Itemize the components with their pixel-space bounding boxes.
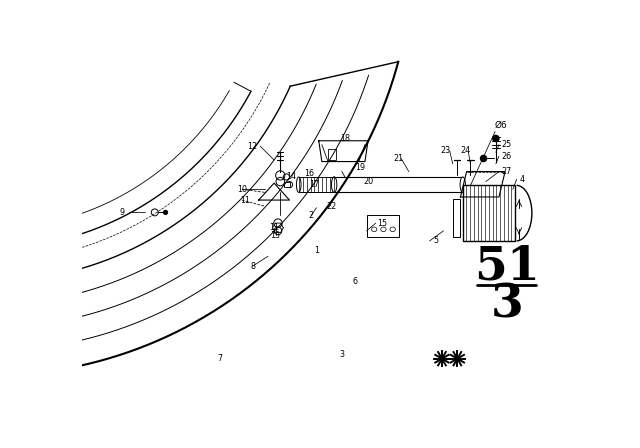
- Text: 21: 21: [394, 154, 404, 163]
- FancyBboxPatch shape: [367, 215, 399, 237]
- Text: 26: 26: [502, 152, 512, 161]
- Text: 13: 13: [271, 231, 280, 240]
- Text: 18: 18: [340, 134, 350, 143]
- Text: Ø6: Ø6: [495, 121, 508, 130]
- Ellipse shape: [371, 227, 377, 232]
- Ellipse shape: [460, 177, 465, 192]
- Text: 27: 27: [502, 167, 512, 176]
- Text: 17: 17: [309, 180, 319, 189]
- Text: 9: 9: [119, 208, 124, 217]
- Text: 24: 24: [460, 146, 470, 155]
- Text: 25: 25: [502, 140, 512, 149]
- Text: 11: 11: [269, 223, 279, 232]
- Text: 12: 12: [248, 142, 258, 151]
- Ellipse shape: [296, 177, 301, 192]
- Text: 7: 7: [218, 354, 223, 363]
- FancyBboxPatch shape: [452, 198, 460, 237]
- FancyBboxPatch shape: [284, 182, 291, 187]
- Text: 2: 2: [308, 211, 314, 220]
- Text: 11: 11: [240, 196, 250, 205]
- Text: 16: 16: [304, 169, 314, 178]
- Text: 8: 8: [250, 262, 255, 271]
- Text: 5: 5: [433, 237, 438, 246]
- Text: 3: 3: [339, 349, 344, 358]
- Text: 10: 10: [237, 185, 247, 194]
- Text: 19: 19: [355, 163, 365, 172]
- Text: 51: 51: [474, 243, 540, 289]
- Text: 15: 15: [377, 219, 387, 228]
- Text: 3: 3: [490, 282, 523, 328]
- Circle shape: [493, 135, 499, 142]
- Text: 22: 22: [327, 202, 337, 211]
- Ellipse shape: [381, 227, 386, 232]
- Text: 23: 23: [440, 146, 450, 155]
- Text: 1: 1: [314, 246, 319, 255]
- Text: 14: 14: [286, 172, 296, 181]
- Text: 4: 4: [520, 175, 525, 184]
- Ellipse shape: [390, 227, 396, 232]
- Ellipse shape: [332, 177, 337, 192]
- FancyBboxPatch shape: [463, 185, 515, 241]
- FancyBboxPatch shape: [334, 177, 463, 192]
- Ellipse shape: [332, 177, 337, 192]
- Circle shape: [481, 155, 486, 162]
- FancyBboxPatch shape: [328, 149, 336, 160]
- Circle shape: [164, 211, 168, 214]
- Text: 20: 20: [363, 177, 373, 186]
- Text: 6: 6: [353, 277, 358, 286]
